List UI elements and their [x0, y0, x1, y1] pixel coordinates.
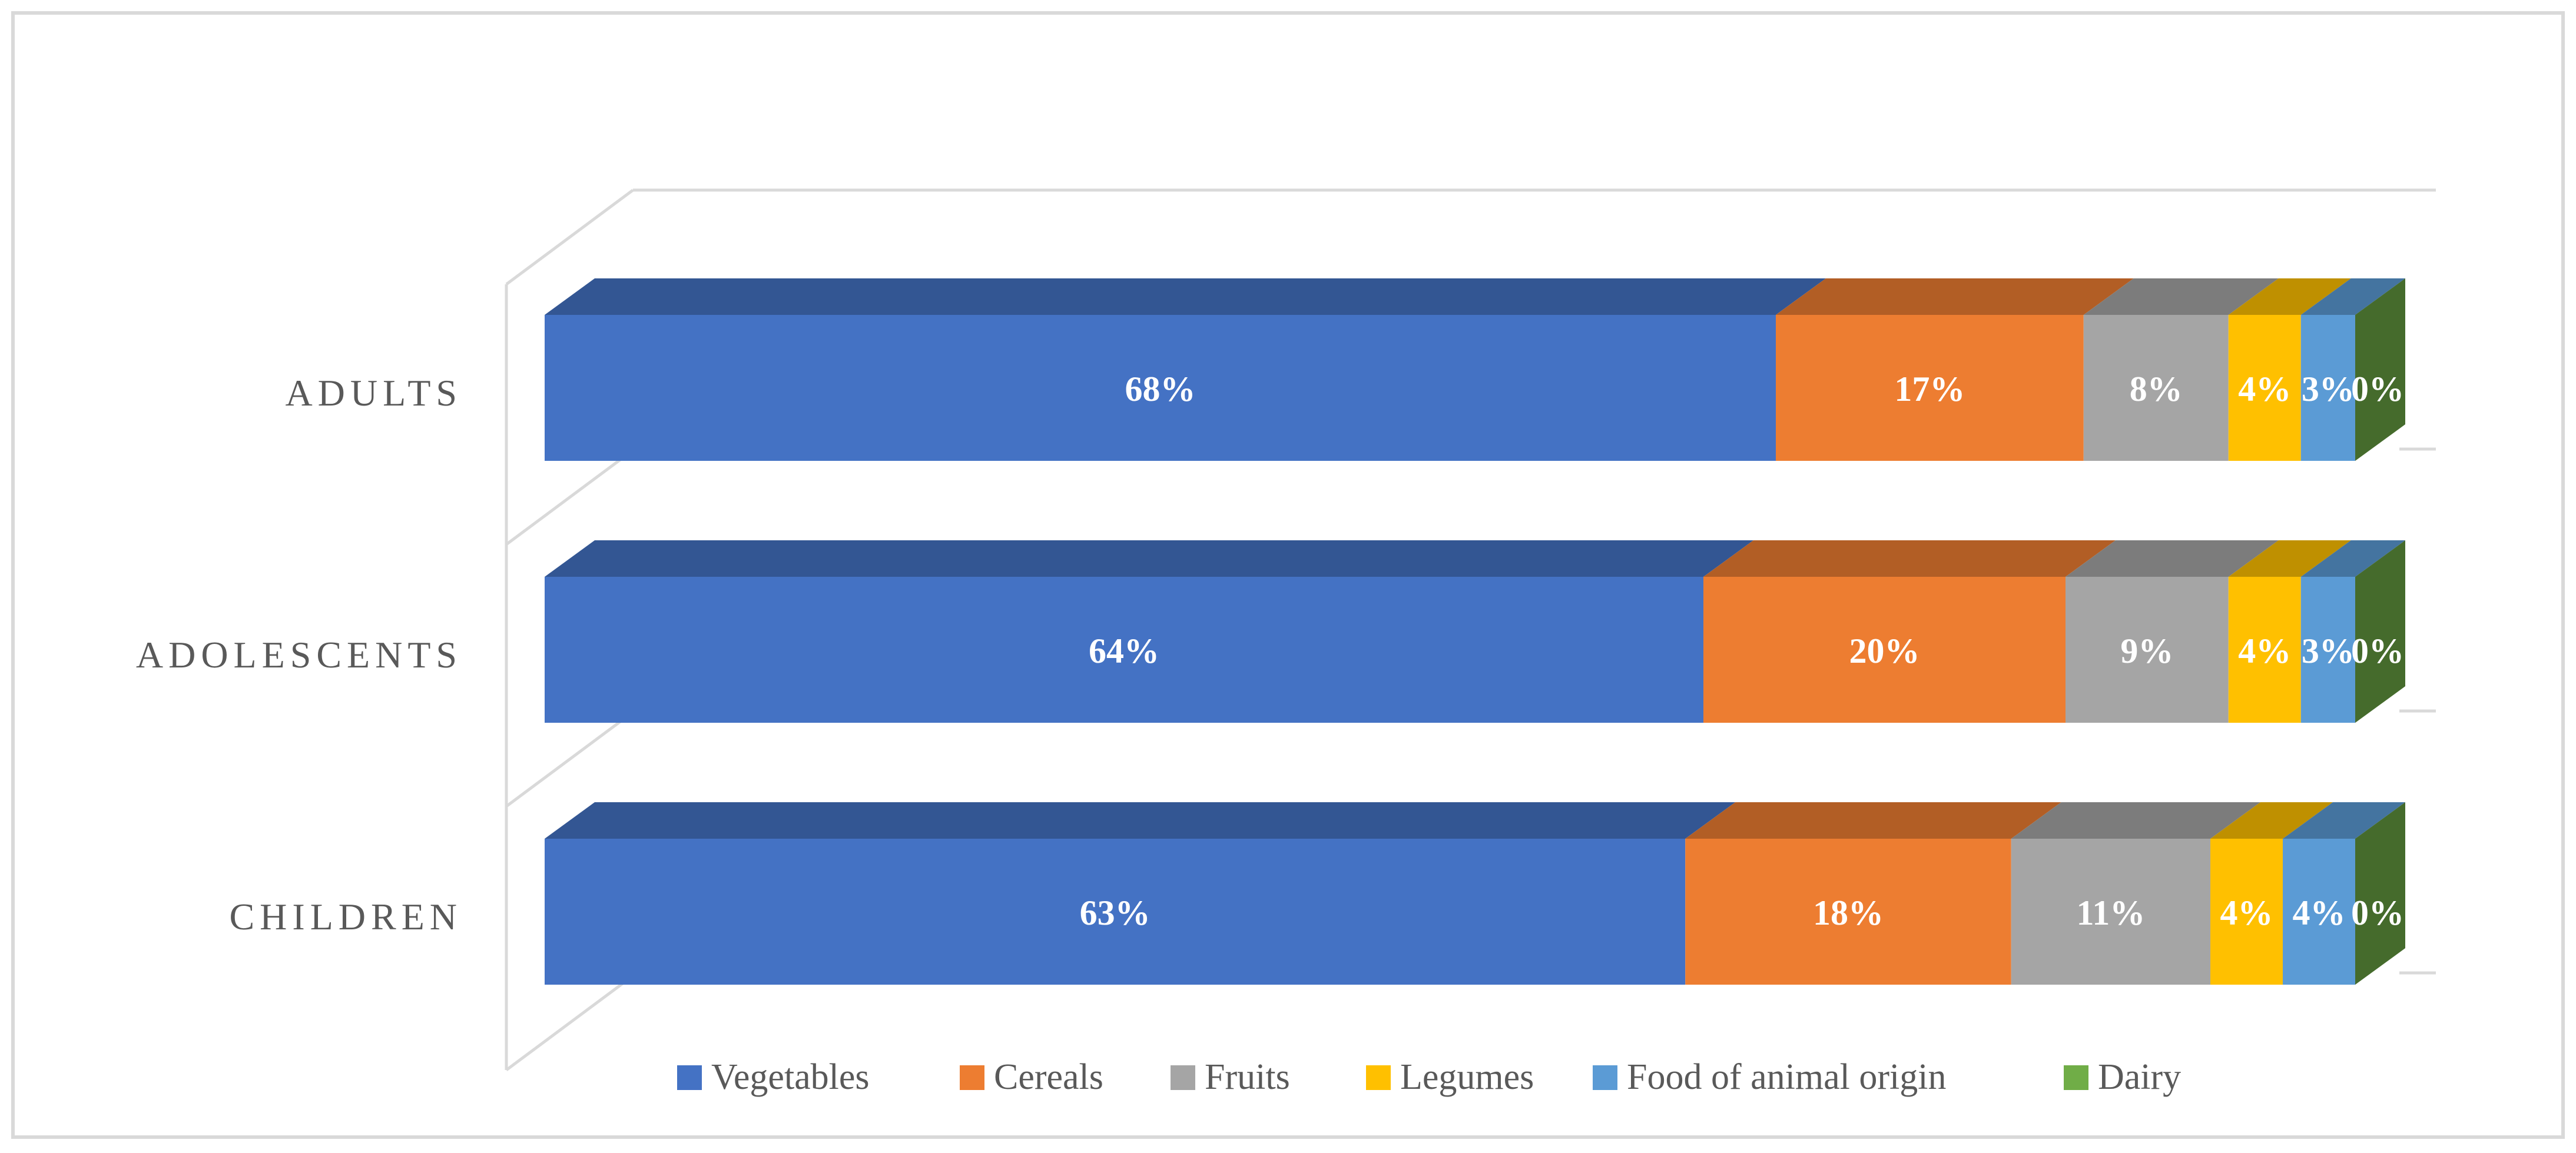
- data-label-cereals-adults: 17%: [1894, 370, 1965, 408]
- bar-top-cereals-children: [1685, 802, 2061, 839]
- bar-food-of-animal-origin-adults: [2300, 315, 2355, 461]
- bar-legumes-adults: [2228, 315, 2301, 461]
- bar-fruits-children: [2011, 839, 2210, 985]
- bar-top-vegetables-children: [545, 802, 1736, 839]
- bar-legumes-children: [2210, 839, 2283, 985]
- bar-top-legumes-children: [2210, 802, 2333, 839]
- bar-fruits-adults: [2083, 315, 2229, 461]
- category-label-adults: ADULTS: [285, 372, 462, 414]
- legend: Vegetables Cereals Fruits Legumes Food of an…: [677, 1057, 2181, 1097]
- data-label-fruits-children: 11%: [2077, 893, 2146, 932]
- bar-legumes-adolescents: [2228, 577, 2301, 723]
- bar-cereals-adolescents: [1703, 577, 2066, 723]
- legend-swatch-dairy: [2064, 1065, 2088, 1090]
- bar-side-dairy-adults: [2355, 278, 2405, 461]
- category-label-adolescents: ADOLESCENTS: [136, 634, 462, 676]
- back-wall-edge: [505, 188, 634, 286]
- data-labels: 68% 17% 8% 4% 3%0%64% 20% 9% 4% 3%0%63% 18% 11% 4% 4…: [1080, 370, 2404, 932]
- data-label-vegetables-children: 63%: [1080, 893, 1151, 932]
- bar-top-cereals-adolescents: [1703, 540, 2116, 577]
- bar-cereals-adults: [1776, 315, 2084, 461]
- bar-food-of-animal-origin-adolescents: [2300, 577, 2355, 723]
- data-label-cereals-children: 18%: [1813, 893, 1884, 932]
- bar-top-food-of-animal-origin-adults: [2300, 278, 2405, 315]
- legend-label-cereals: Cereals: [994, 1057, 1103, 1097]
- legend-swatch-vegetables: [677, 1065, 702, 1090]
- bar-top-vegetables-adolescents: [545, 540, 1753, 577]
- bar-top-legumes-adolescents: [2228, 540, 2351, 577]
- data-label-legumes-adults: 4%: [2238, 370, 2291, 408]
- bar-top-food-of-animal-origin-children: [2283, 802, 2405, 839]
- data-label-legumes-adolescents: 4%: [2238, 632, 2291, 670]
- bar-top-legumes-adults: [2228, 278, 2351, 315]
- bar-cereals-children: [1685, 839, 2011, 985]
- legend-swatch-legumes: [1366, 1065, 1391, 1090]
- bar-top-food-of-animal-origin-adolescents: [2300, 540, 2405, 577]
- bar-top-fruits-children: [2011, 802, 2260, 839]
- bar-food-of-animal-origin-children: [2283, 839, 2355, 985]
- category-label-children: CHILDREN: [229, 896, 462, 938]
- bar-top-cereals-adults: [1776, 278, 2134, 315]
- category-axis-labels: ADULTS ADOLESCENTS CHILDREN: [136, 372, 462, 938]
- bar-vegetables-adults: [545, 315, 1776, 461]
- bar-top-fruits-adolescents: [2066, 540, 2279, 577]
- data-label-vegetables-adolescents: 64%: [1089, 632, 1159, 670]
- floor-diagonal: [505, 448, 634, 546]
- floor-diagonal: [505, 710, 634, 808]
- bar-top-vegetables-adults: [545, 278, 1826, 315]
- bar-vegetables-children: [545, 839, 1686, 985]
- data-label-fruits-adults: 8%: [2130, 370, 2183, 408]
- data-label-food-of-animal-origin-adolescents: 3%: [2302, 632, 2355, 670]
- data-label-cereals-adolescents: 20%: [1849, 632, 1920, 670]
- bar-vegetables-adolescents: [545, 577, 1703, 723]
- legend-label-vegetables: Vegetables: [711, 1057, 870, 1097]
- data-label-vegetables-adults: 68%: [1125, 370, 1196, 408]
- data-label-dairy-adults: 0%: [2351, 370, 2404, 408]
- data-label-food-of-animal-origin-children: 4%: [2293, 893, 2346, 932]
- legend-swatch-cereals: [960, 1065, 984, 1090]
- chart-walls: [505, 188, 2436, 1072]
- legend-label-dairy: Dairy: [2098, 1057, 2181, 1097]
- bar-side-dairy-adolescents: [2355, 540, 2405, 723]
- floor-diagonal: [505, 974, 634, 1072]
- bar-side-dairy-children: [2355, 802, 2405, 985]
- data-label-food-of-animal-origin-adults: 3%: [2302, 370, 2355, 408]
- legend-label-legumes: Legumes: [1400, 1057, 1534, 1097]
- data-label-fruits-adolescents: 9%: [2120, 632, 2173, 670]
- legend-swatch-fruits: [1171, 1065, 1195, 1090]
- bar-top-fruits-adults: [2083, 278, 2279, 315]
- legend-label-food-of-animal-origin: Food of animal origin: [1627, 1057, 1946, 1097]
- data-label-legumes-children: 4%: [2220, 893, 2273, 932]
- data-label-dairy-adolescents: 0%: [2351, 632, 2404, 670]
- legend-label-fruits: Fruits: [1205, 1057, 1290, 1097]
- data-label-dairy-children: 0%: [2351, 893, 2404, 932]
- chart-bars: [545, 278, 2405, 985]
- legend-swatch-food-of-animal-origin: [1593, 1065, 1617, 1090]
- bar-fruits-adolescents: [2066, 577, 2229, 723]
